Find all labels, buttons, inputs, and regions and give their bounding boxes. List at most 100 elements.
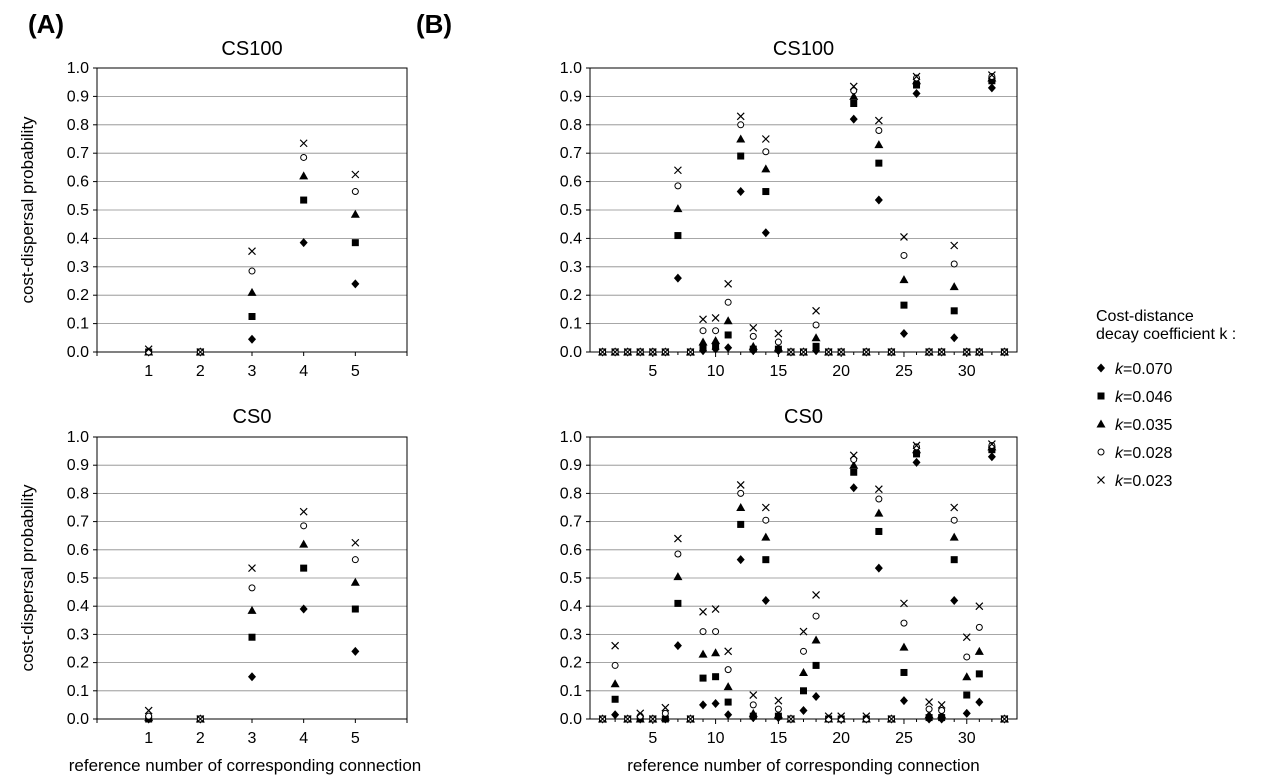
data-point-circle — [300, 522, 308, 530]
data-point-cross — [623, 715, 632, 723]
data-point-circle — [674, 550, 682, 558]
data-point-cross — [937, 700, 946, 709]
data-point-square — [248, 313, 256, 320]
data-point-square — [699, 674, 707, 682]
legend-title-line1: Cost-distance — [1096, 308, 1194, 325]
data-point-circle — [875, 495, 883, 503]
data-point-triangle — [350, 209, 360, 218]
data-point-triangle — [924, 710, 934, 719]
data-point-triangle — [748, 708, 758, 717]
data-point-cross — [661, 703, 670, 712]
y-tick-label: 0.0 — [560, 344, 582, 361]
x-tick-label: 30 — [958, 730, 976, 747]
data-point-cross — [900, 599, 908, 608]
data-point-cross — [248, 564, 256, 573]
y-tick-label: 0.2 — [67, 287, 89, 304]
data-point-square — [800, 687, 807, 695]
data-point-square — [762, 556, 770, 564]
data-point-square — [963, 691, 971, 699]
legend-item-label: k=0.023 — [1115, 473, 1172, 490]
x-tick-label: 5 — [351, 363, 360, 380]
y-tick-label: 0.7 — [67, 145, 89, 162]
data-point-triangle — [799, 667, 808, 676]
y-tick-label: 0.6 — [67, 174, 89, 191]
legend-marker-square — [1097, 392, 1105, 400]
series-cross — [144, 507, 360, 723]
data-point-cross — [699, 607, 707, 616]
series-circle — [599, 73, 1008, 356]
data-point-triangle — [673, 572, 683, 581]
data-point-triangle — [899, 275, 909, 284]
data-point-triangle — [698, 337, 708, 346]
y-tick-label: 0.5 — [560, 202, 582, 219]
data-point-square — [875, 527, 883, 535]
legend-item-label: k=0.035 — [1115, 417, 1172, 434]
data-point-square — [699, 344, 707, 352]
data-point-cross — [912, 441, 921, 450]
data-point-square — [674, 232, 682, 240]
data-point-triangle — [811, 333, 821, 342]
y-tick-label: 0.4 — [560, 598, 582, 615]
data-point-diamond — [874, 563, 883, 573]
data-point-circle — [712, 628, 720, 636]
y-tick-label: 0.6 — [560, 174, 582, 191]
data-point-diamond — [711, 698, 720, 708]
data-point-cross — [648, 715, 657, 723]
data-point-cross — [812, 590, 820, 599]
data-point-triangle — [962, 672, 972, 681]
y-tick-label: 0.5 — [67, 202, 89, 219]
panel-label-a: (A) — [28, 9, 64, 39]
chart-title: CS0 — [233, 406, 272, 428]
data-point-cross — [196, 715, 205, 723]
data-point-cross — [862, 712, 871, 721]
data-point-diamond — [849, 114, 858, 124]
series-diamond — [598, 452, 1009, 724]
legend-item-label: k=0.046 — [1115, 389, 1172, 406]
y-axis-label: cost-dispersal probability — [18, 484, 37, 672]
data-point-cross — [761, 503, 770, 512]
data-point-diamond — [699, 700, 708, 710]
data-point-triangle — [949, 282, 959, 291]
y-tick-label: 0.9 — [560, 457, 582, 474]
y-tick-label: 0.7 — [560, 145, 582, 162]
series-cross — [144, 139, 360, 356]
series-diamond — [144, 238, 360, 357]
y-tick-label: 0.7 — [67, 514, 89, 531]
data-point-cross — [799, 348, 808, 356]
data-point-diamond — [673, 273, 682, 283]
data-point-cross — [849, 451, 858, 460]
data-point-cross — [736, 481, 745, 489]
series-triangle — [598, 73, 1009, 356]
data-point-cross — [1000, 348, 1009, 356]
y-tick-label: 1.0 — [560, 60, 582, 77]
data-point-triangle — [350, 577, 360, 586]
data-point-square — [712, 673, 720, 681]
legend-item-label: k=0.028 — [1115, 445, 1172, 462]
data-point-circle — [749, 332, 757, 340]
data-point-cross — [761, 135, 770, 143]
y-tick-label: 0.6 — [67, 542, 89, 559]
data-point-diamond — [950, 333, 959, 343]
data-point-cross — [887, 715, 896, 723]
data-point-triangle — [723, 682, 733, 691]
y-tick-label: 0.8 — [67, 485, 89, 502]
data-point-square — [737, 152, 745, 160]
data-point-cross — [912, 72, 921, 81]
data-point-cross — [874, 485, 883, 494]
data-point-cross — [598, 348, 607, 356]
data-point-square — [724, 698, 732, 706]
data-point-square — [300, 196, 308, 204]
chart-title: CS0 — [784, 406, 823, 428]
x-tick-label: 4 — [299, 730, 308, 747]
legend-marker-cross — [1097, 476, 1105, 484]
y-tick-label: 0.4 — [67, 598, 89, 615]
data-point-cross — [749, 323, 758, 332]
series-square — [599, 77, 1008, 356]
data-point-circle — [749, 701, 757, 709]
legend-item-label: k=0.070 — [1115, 361, 1172, 378]
data-point-cross — [611, 348, 620, 356]
data-point-square — [300, 564, 308, 572]
data-point-circle — [762, 516, 770, 524]
y-tick-label: 0.8 — [67, 117, 89, 134]
x-tick-label: 1 — [144, 730, 153, 747]
